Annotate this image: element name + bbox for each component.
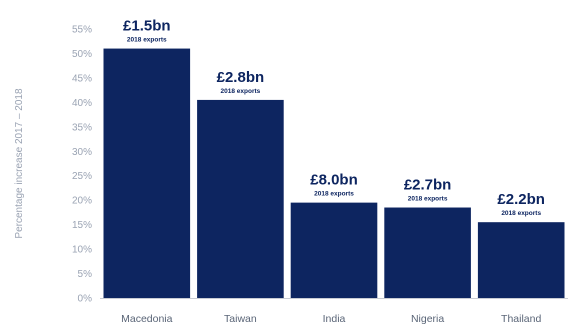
y-tick-label: 40% [72,98,92,109]
data-label-subtext: 2018 exports [221,88,261,95]
bar-nigeria [384,207,471,298]
y-tick-label: 50% [72,49,92,60]
y-tick-label: 15% [72,220,92,231]
x-axis: Macedonia Taiwan India Nigeria Thailand [100,298,568,325]
y-tick-label: 5% [78,269,93,280]
x-category-label: Nigeria [411,313,444,325]
x-category-label: India [323,313,346,325]
y-tick-label: 55% [72,25,92,36]
y-tick-label: 25% [72,171,92,182]
data-label-value: £1.5bn [123,18,171,35]
y-tick-label: 30% [72,147,92,158]
data-label-subtext: 2018 exports [408,196,448,203]
y-tick-label: 45% [72,73,92,84]
y-tick-label: 35% [72,122,92,133]
y-tick-label: 10% [72,245,92,256]
y-tick-label: 0% [78,294,93,305]
bar-india [290,202,378,298]
data-label-subtext: 2018 exports [501,210,541,217]
data-label-value: £2.2bn [497,191,545,208]
x-category-label: Taiwan [224,313,257,325]
data-label-value: £8.0bn [310,172,358,189]
y-tick-label: 20% [72,196,92,207]
bar-taiwan [197,99,284,298]
y-axis-title: Percentage increase 2017 – 2018 [14,88,25,239]
data-label-value: £2.7bn [404,177,452,194]
data-label-value: £2.8bn [217,69,265,86]
bars [103,48,565,299]
x-category-label: Macedonia [121,313,173,325]
data-labels: £1.5bn 2018 exports £2.8bn 2018 exports £8.0… [123,18,545,218]
data-label-subtext: 2018 exports [127,37,167,44]
data-label-subtext: 2018 exports [314,191,354,198]
x-category-label: Thailand [501,313,541,325]
y-axis: 0% 5% 10% 15% 20% 25% 30% 35% 40% 45% 50% 55% [72,25,92,305]
bar-macedonia [103,48,191,299]
y-axis-label-group: Percentage increase 2017 – 2018 [14,88,25,239]
bar-thailand [477,222,565,298]
